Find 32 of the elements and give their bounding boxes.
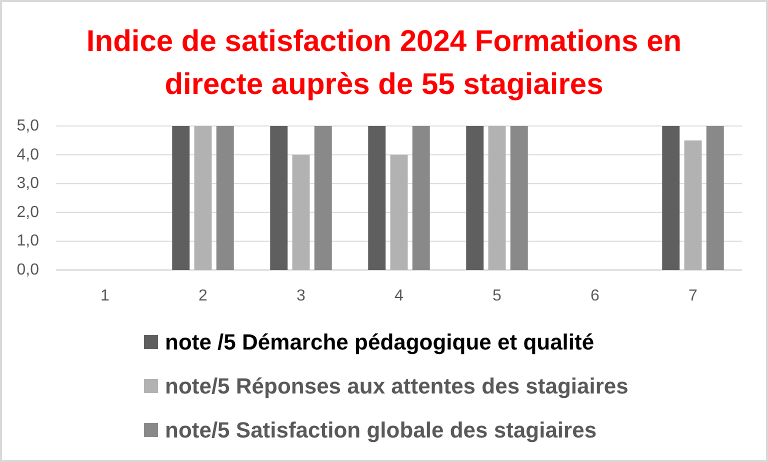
y-tick-label: 1,0 (16, 232, 40, 250)
chart-title: Indice de satisfaction 2024 Formations en directe auprès de 55 stagiaires (86, 25, 682, 101)
bar (390, 154, 408, 270)
bar (270, 126, 288, 270)
y-tick-label: 0,0 (16, 262, 40, 278)
x-tick-label: 4 (394, 288, 404, 304)
bar (706, 126, 724, 270)
legend-label: note/5 Réponses aux attentes des stagiaires (165, 374, 628, 398)
x-tick-label: 6 (590, 288, 600, 304)
bar (488, 126, 506, 270)
bar (368, 126, 386, 270)
bar (510, 126, 528, 270)
y-tick-label: 3,0 (16, 175, 40, 192)
legend-label: note /5 Démarche pédagogique et qualité (165, 330, 594, 354)
bar (466, 126, 484, 270)
bar (172, 126, 190, 270)
x-tick-label: 1 (100, 288, 110, 304)
bar (216, 126, 234, 270)
x-tick-label: 5 (492, 288, 502, 304)
x-tick-label: 2 (198, 288, 208, 304)
bar (662, 126, 680, 270)
bar (412, 126, 430, 270)
bar (314, 126, 332, 270)
y-tick-label: 4,0 (16, 146, 40, 164)
bar (194, 126, 212, 270)
y-tick-label: 2,0 (16, 204, 40, 221)
x-tick-label: 3 (296, 288, 306, 304)
legend-label: note/5 Satisfaction globale des stagiaires (165, 418, 597, 442)
y-tick-label: 5,0 (16, 118, 40, 134)
x-tick-label: 7 (688, 288, 698, 304)
bar (292, 154, 310, 270)
bar (684, 140, 702, 270)
